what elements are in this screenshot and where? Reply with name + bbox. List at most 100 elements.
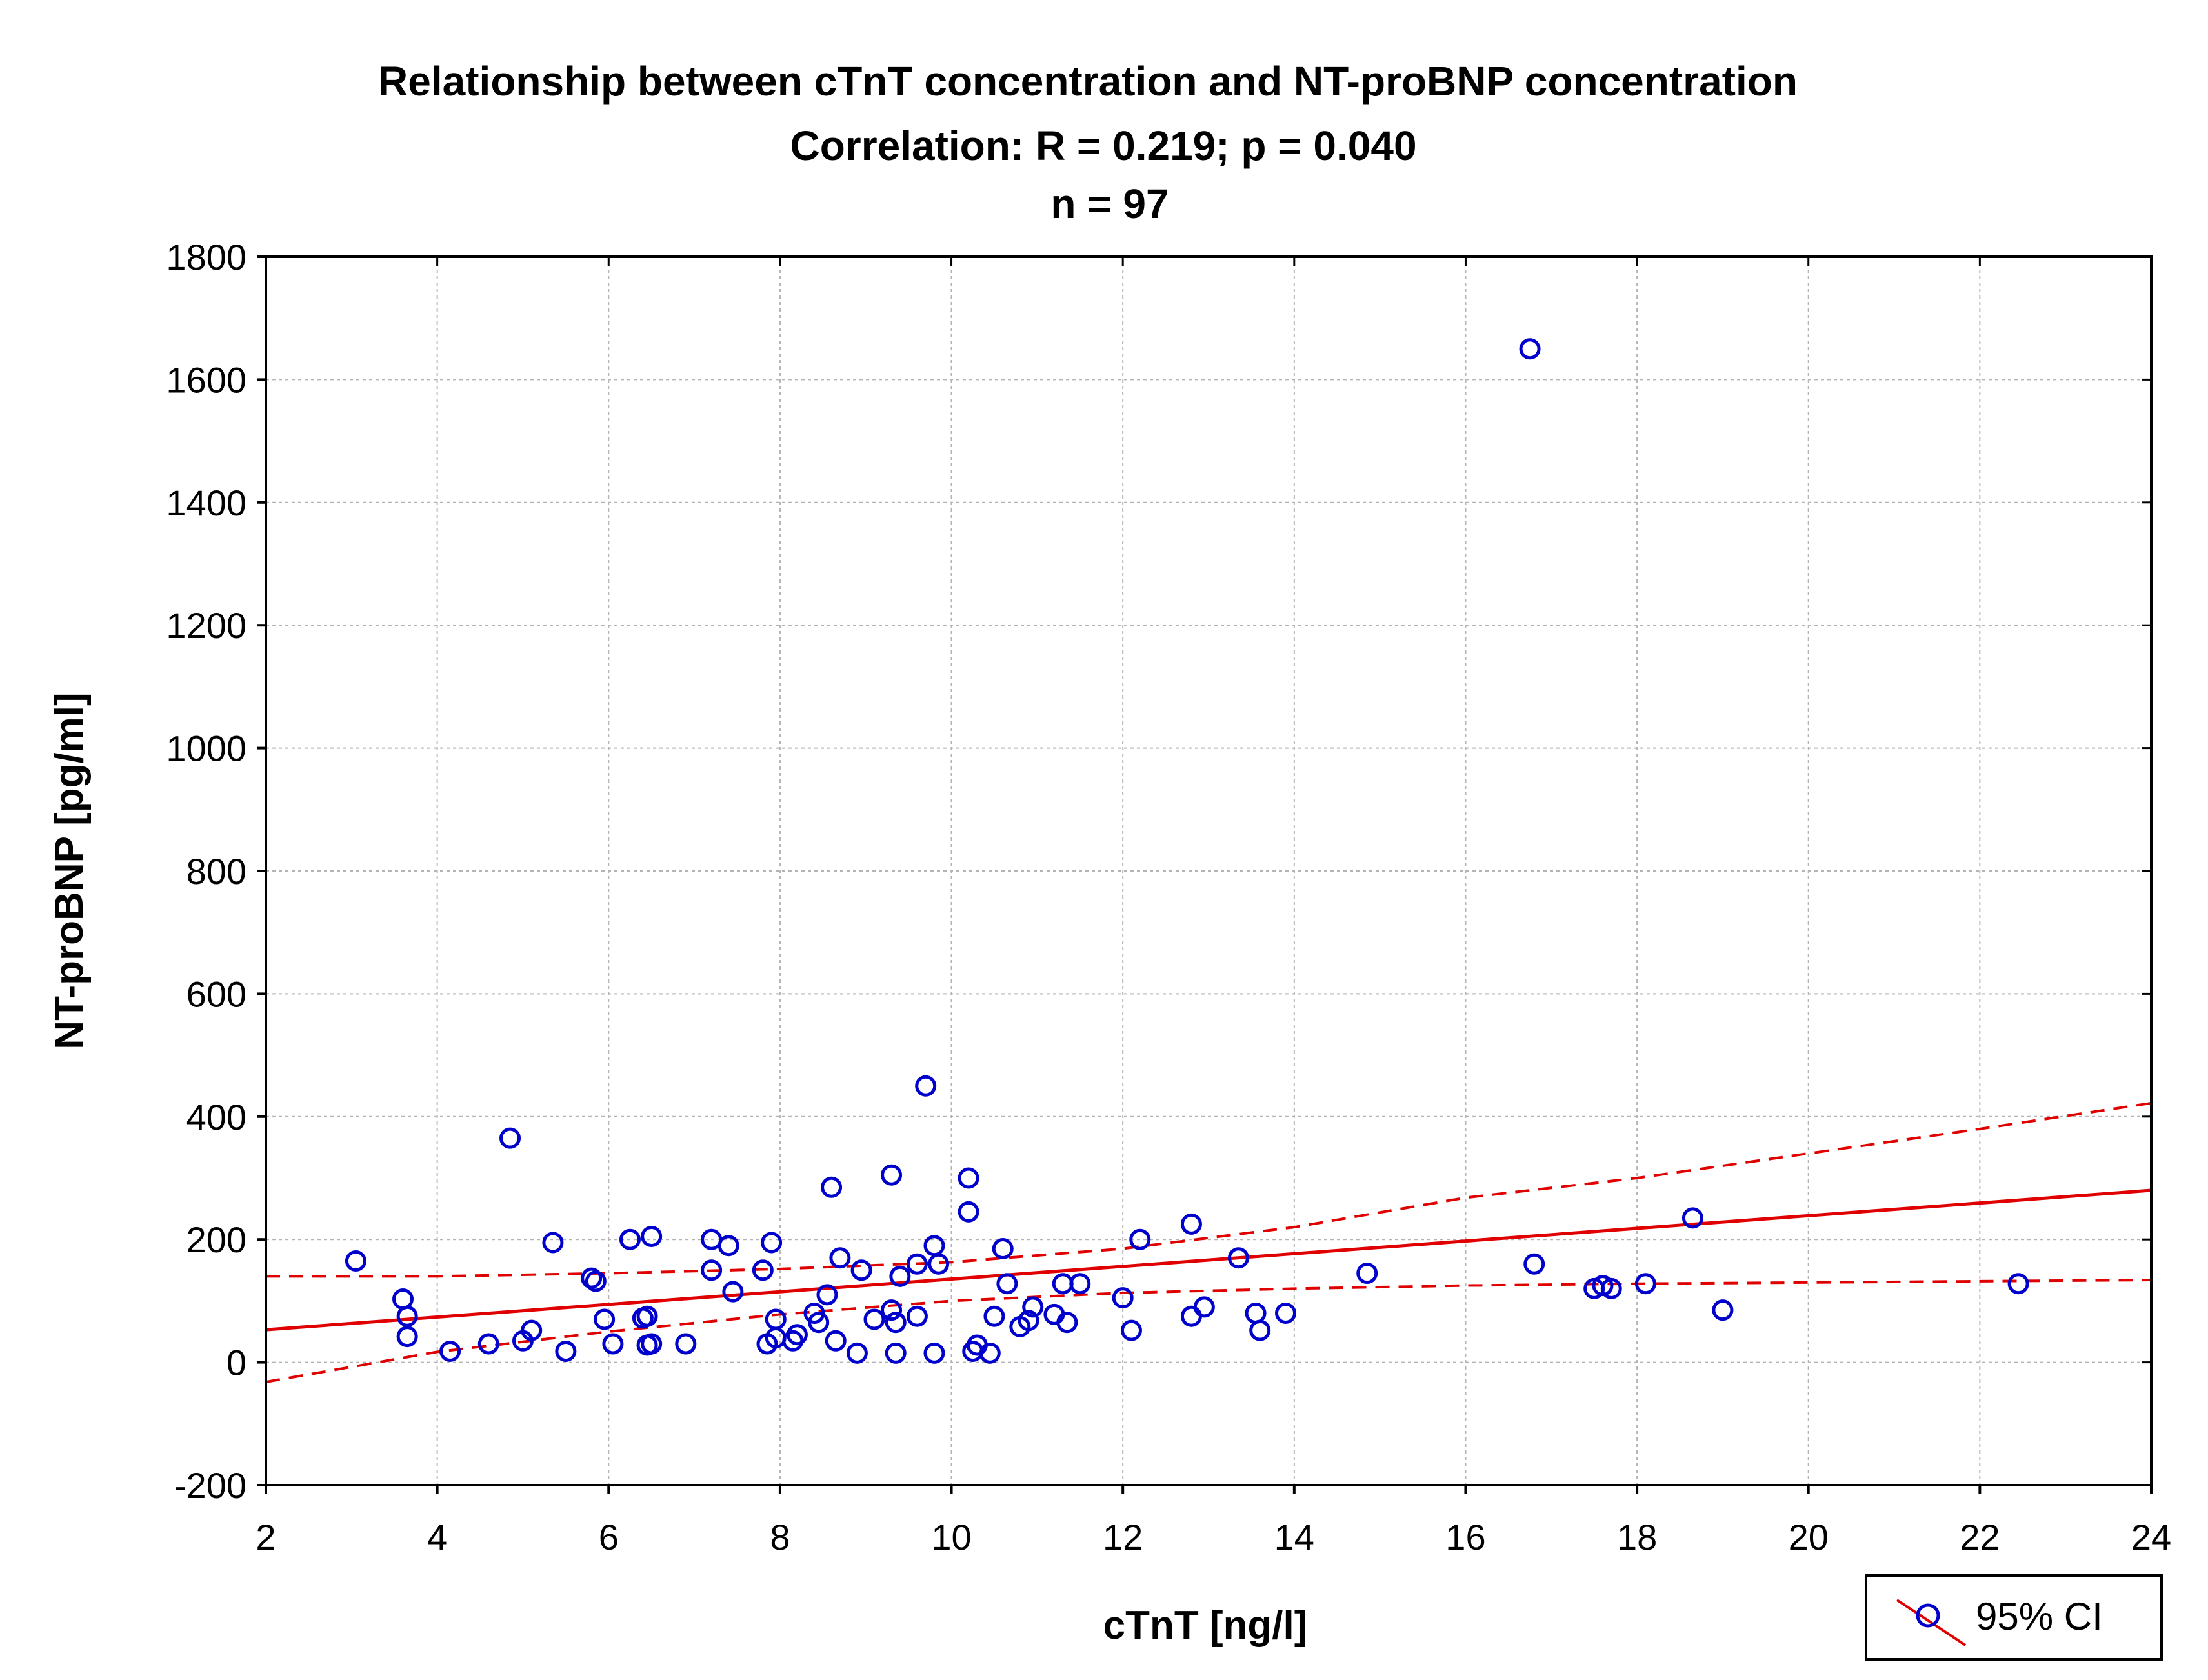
data-point (722, 1281, 744, 1303)
data-point (1356, 1263, 1378, 1285)
x-tick-label: 10 (931, 1517, 971, 1557)
data-point (1600, 1277, 1622, 1299)
data-point (992, 1237, 1014, 1259)
data-point (885, 1342, 907, 1364)
legend-label: 95% CI (1976, 1595, 2103, 1638)
x-tick-label: 2 (256, 1517, 276, 1557)
data-point (636, 1305, 658, 1327)
data-point (594, 1308, 616, 1330)
data-point (1056, 1312, 1078, 1334)
x-tick-label: 20 (1789, 1517, 1829, 1557)
data-point (1018, 1310, 1039, 1332)
y-tick-label: 400 (186, 1097, 246, 1137)
data-point (477, 1333, 499, 1355)
x-tick-label: 18 (1617, 1517, 1657, 1557)
data-point (850, 1259, 872, 1281)
x-tick-label: 8 (770, 1517, 790, 1557)
chart-subtitle: Correlation: R = 0.219; p = 0.040 (790, 123, 1416, 169)
legend-marker-symbol (1916, 1603, 1940, 1628)
data-point (761, 1232, 783, 1254)
data-point (1120, 1319, 1142, 1341)
y-tick-label: 1800 (166, 237, 246, 277)
legend-box (1865, 1574, 2163, 1661)
data-point (829, 1247, 851, 1269)
y-tick-label: 1400 (166, 483, 246, 523)
y-tick-label: 800 (186, 851, 246, 892)
data-point (1275, 1302, 1297, 1324)
data-point (555, 1340, 577, 1362)
data-point (396, 1326, 418, 1348)
data-point (1069, 1273, 1091, 1295)
data-point (923, 1342, 945, 1364)
data-point (979, 1342, 1001, 1364)
data-point (1112, 1287, 1134, 1309)
grid-lines (266, 257, 2151, 1485)
data-point (863, 1308, 885, 1330)
data-point (752, 1259, 774, 1281)
y-tick-label: -200 (174, 1465, 246, 1506)
data-point (396, 1305, 418, 1327)
x-tick-label: 22 (1960, 1517, 2000, 1557)
regression-lines (265, 1101, 2152, 1384)
legend-line-symbol (1896, 1599, 1967, 1646)
data-point (885, 1312, 907, 1334)
y-tick-labels: -200 0 200 400 600 800 1000 1200 1400 1600 1800 (166, 237, 246, 1506)
legend: 95% CI (1865, 1574, 2163, 1661)
data-point (641, 1225, 663, 1247)
chart-title: Relationship between cTnT concentration … (378, 58, 1798, 105)
data-point (808, 1312, 830, 1334)
x-tick-labels: 2 4 6 8 10 12 14 16 18 20 22 24 (256, 1517, 2171, 1557)
data-point (1634, 1273, 1656, 1295)
data-point (906, 1305, 928, 1327)
y-tick-label: 200 (186, 1219, 246, 1260)
data-point (889, 1265, 911, 1287)
y-axis-label: NT-proBNP [pg/ml] (47, 692, 92, 1049)
ci-upper-line (266, 1101, 2152, 1278)
data-point (641, 1333, 663, 1355)
x-tick-label: 14 (1274, 1517, 1314, 1557)
data-point (542, 1232, 564, 1254)
y-tick-label: 1200 (166, 605, 246, 646)
y-tick-label: 1000 (166, 728, 246, 769)
data-point (1712, 1299, 1734, 1321)
data-point (881, 1299, 903, 1321)
data-point (701, 1259, 723, 1281)
data-point (881, 1164, 903, 1186)
x-tick-label: 12 (1103, 1517, 1143, 1557)
data-point (675, 1333, 697, 1355)
x-tick-label: 4 (427, 1517, 447, 1557)
data-point (983, 1305, 1005, 1327)
data-point (581, 1267, 603, 1289)
data-point (2007, 1273, 2029, 1295)
data-point (499, 1127, 521, 1149)
data-point (1519, 338, 1541, 360)
data-point (786, 1324, 808, 1346)
x-tick-label: 6 (599, 1517, 619, 1557)
data-point (1249, 1319, 1271, 1341)
data-point (602, 1333, 624, 1355)
x-tick-label: 24 (2131, 1517, 2171, 1557)
data-point (619, 1228, 641, 1250)
data-point (1180, 1213, 1202, 1235)
data-point (825, 1330, 847, 1352)
data-point (1523, 1253, 1545, 1275)
data-point (958, 1167, 979, 1189)
data-point (1193, 1296, 1215, 1318)
data-point (718, 1235, 739, 1257)
data-point (765, 1308, 787, 1330)
data-point (1129, 1228, 1151, 1250)
data-points (345, 338, 2029, 1364)
data-point (928, 1253, 950, 1275)
data-point (821, 1176, 843, 1198)
data-point (906, 1253, 928, 1275)
plot-area-border (265, 255, 2153, 1486)
data-point (1022, 1296, 1044, 1318)
data-point (1681, 1207, 1703, 1229)
y-tick-label: 1600 (166, 359, 246, 400)
x-tick-label: 16 (1445, 1517, 1485, 1557)
data-point (1227, 1247, 1249, 1269)
chart-sample-size: n = 97 (1050, 181, 1169, 227)
data-point (816, 1284, 838, 1306)
